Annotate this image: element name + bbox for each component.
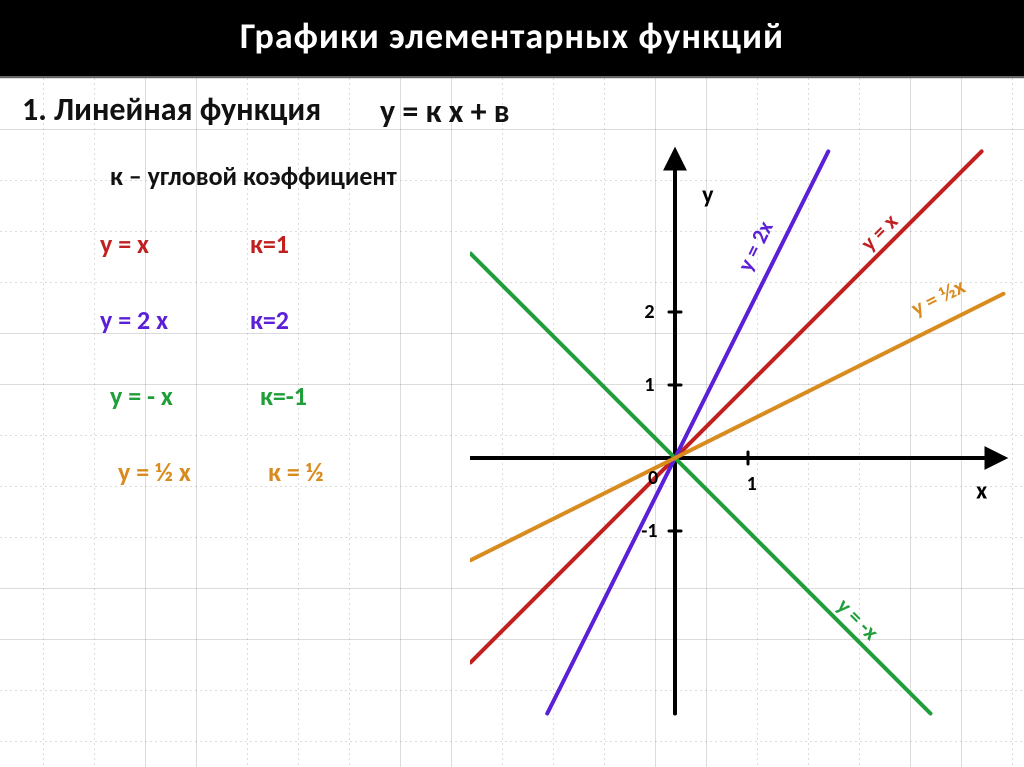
x-axis-label: х (976, 476, 987, 505)
equation-lhs: у = 2 х (100, 304, 250, 336)
origin-label: 0 (648, 466, 658, 490)
equation-rhs: к=2 (250, 304, 289, 336)
page-title: Графики элементарных функций (0, 0, 1024, 78)
chart-svg (470, 138, 1010, 718)
y-tick-label: 1 (644, 373, 654, 397)
equation-rhs: к = ½ (268, 456, 324, 488)
y-tick-label: 2 (644, 300, 654, 324)
chart-line (471, 151, 982, 662)
y-axis-label: у (702, 181, 713, 210)
equation-row: у = 2 хк=2 (100, 304, 289, 336)
equation-row: у = ½ хк = ½ (118, 456, 324, 488)
linear-functions-chart: ух01-112у = ху = 2ху = -ху = ½х (470, 138, 1010, 718)
chart-line (471, 254, 931, 714)
equation-lhs: у = - х (110, 380, 260, 412)
equation-rhs: к=-1 (260, 380, 307, 412)
equation-lhs: у = х (100, 228, 250, 260)
content-area: 1. Линейная функция у = к х + в к – угло… (0, 78, 1024, 767)
main-formula: у = к х + в (380, 92, 510, 131)
equation-rhs: к=1 (250, 228, 289, 260)
equation-lhs: у = ½ х (118, 456, 268, 488)
chart-line (547, 151, 828, 713)
equation-row: у = хк=1 (100, 228, 289, 260)
x-tick-label: 1 (747, 472, 757, 496)
equation-row: у = - хк=-1 (110, 380, 307, 412)
section-heading: 1. Линейная функция (22, 90, 321, 129)
y-tick-label: -1 (641, 519, 657, 543)
coefficient-note: к – угловой коэффициент (110, 160, 397, 192)
